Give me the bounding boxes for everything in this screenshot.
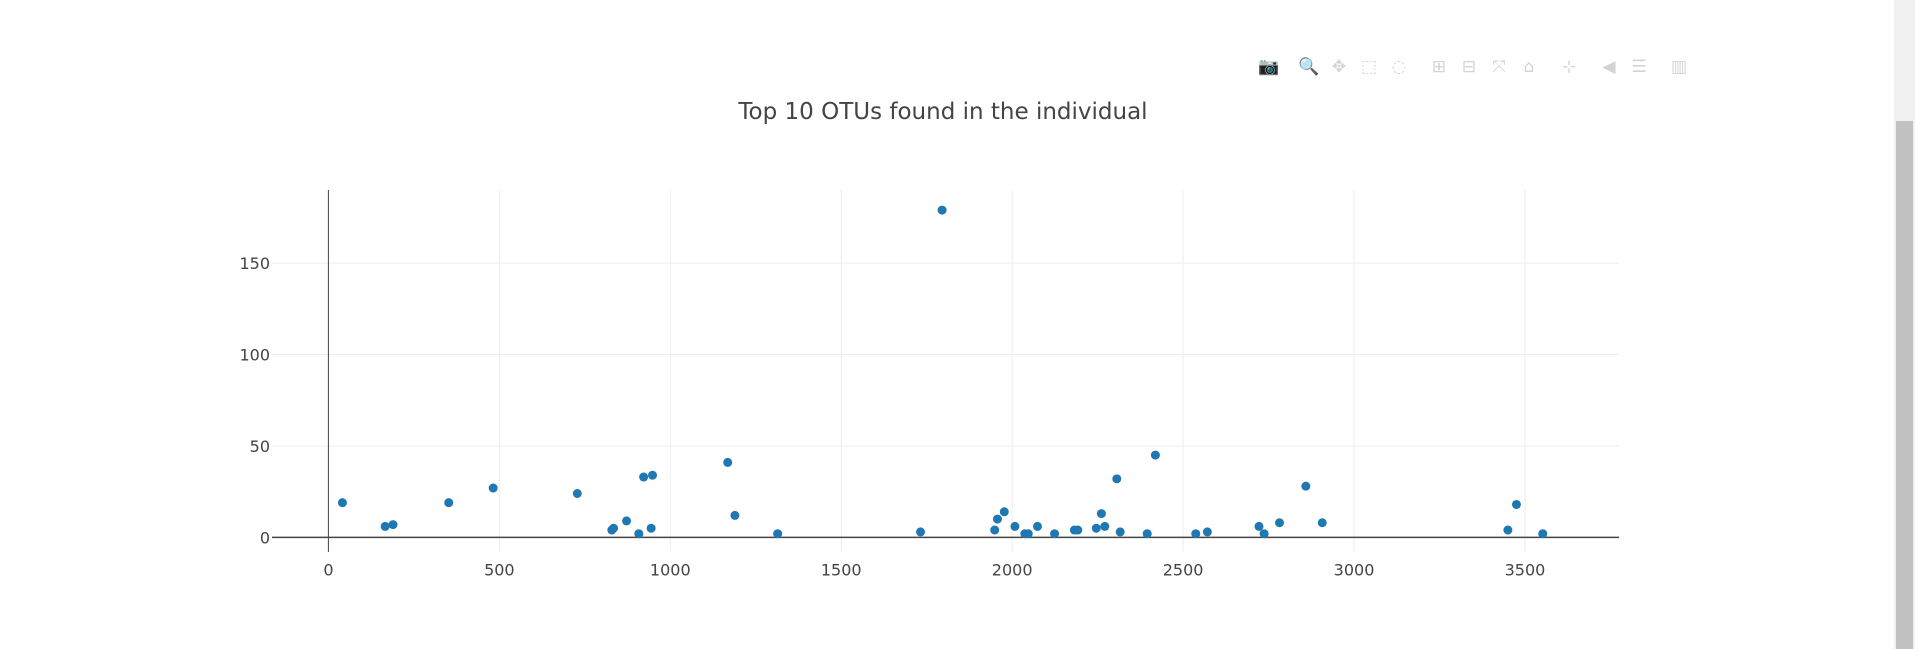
data-point[interactable]: [488, 483, 498, 493]
y-axis-ticks: 0 50 100 150: [239, 254, 270, 547]
plot-modebar: 📷 🔍 ✥ ⬚ ◌ ⊞ ⊟ ⤧ ⌂ ⊹ ◀ ☰ ▥: [1254, 52, 1704, 82]
x-tick-label: 2500: [1163, 560, 1204, 579]
x-tick-label: 500: [484, 560, 515, 579]
data-point[interactable]: [648, 470, 658, 480]
data-point[interactable]: [1538, 529, 1548, 539]
zoom-icon[interactable]: 🔍: [1298, 57, 1320, 77]
data-point[interactable]: [1010, 521, 1020, 531]
data-point[interactable]: [1091, 523, 1101, 533]
modebar-group: 📷: [1254, 52, 1284, 82]
data-point[interactable]: [773, 529, 783, 539]
home-icon[interactable]: ⌂: [1523, 57, 1535, 77]
data-point[interactable]: [723, 457, 733, 467]
data-point[interactable]: [1301, 481, 1311, 491]
scrollbar-thumb[interactable]: [1896, 121, 1913, 649]
data-point[interactable]: [730, 510, 740, 520]
data-points[interactable]: [337, 205, 1548, 539]
pan-icon[interactable]: ✥: [1331, 57, 1347, 77]
data-point[interactable]: [622, 516, 632, 526]
data-point[interactable]: [1259, 529, 1269, 539]
modebar-group: ⊹: [1554, 52, 1584, 82]
spike-lines-icon[interactable]: ⊹: [1561, 57, 1577, 77]
x-tick-label: 1500: [821, 560, 862, 579]
data-point[interactable]: [609, 523, 619, 533]
plotly-logo-icon[interactable]: ▥: [1670, 57, 1688, 77]
data-point[interactable]: [444, 498, 454, 508]
data-point[interactable]: [1317, 518, 1327, 528]
data-point[interactable]: [1100, 521, 1110, 531]
hover-compare-icon[interactable]: ☰: [1631, 57, 1647, 77]
data-point[interactable]: [1503, 525, 1513, 535]
data-point[interactable]: [380, 521, 390, 531]
vertical-scrollbar[interactable]: [1894, 0, 1915, 649]
x-tick-label: 1000: [650, 560, 691, 579]
y-tick-label: 150: [239, 254, 270, 273]
data-point[interactable]: [1254, 521, 1264, 531]
x-tick-label: 0: [323, 560, 333, 579]
autoscale-icon[interactable]: ⤧: [1492, 57, 1506, 77]
data-point[interactable]: [1115, 527, 1125, 537]
data-point[interactable]: [1511, 499, 1521, 509]
data-point[interactable]: [1202, 527, 1212, 537]
x-tick-label: 3000: [1334, 560, 1375, 579]
lasso-select-icon[interactable]: ◌: [1391, 57, 1407, 77]
axes: [272, 190, 1619, 552]
chart-title: Top 10 OTUs found in the individual: [737, 99, 1147, 125]
data-point[interactable]: [634, 529, 644, 539]
box-select-icon[interactable]: ⬚: [1360, 57, 1378, 77]
data-point[interactable]: [1073, 525, 1083, 535]
x-axis-ticks: 0 500 1000 1500 2000 2500 3000 3500: [323, 560, 1545, 579]
data-point[interactable]: [916, 527, 926, 537]
modebar-group: 🔍 ✥ ⬚ ◌: [1294, 52, 1414, 82]
data-point[interactable]: [388, 520, 398, 530]
zoom-out-icon[interactable]: ⊟: [1461, 57, 1477, 77]
data-point[interactable]: [1096, 509, 1106, 519]
data-point[interactable]: [992, 514, 1002, 524]
data-point[interactable]: [1023, 529, 1033, 539]
data-point[interactable]: [1142, 529, 1152, 539]
data-point[interactable]: [1050, 529, 1060, 539]
data-point[interactable]: [646, 523, 656, 533]
y-tick-label: 50: [250, 437, 270, 456]
data-point[interactable]: [1112, 474, 1122, 484]
y-tick-label: 0: [260, 528, 270, 547]
y-tick-label: 100: [239, 346, 270, 365]
hover-closest-icon[interactable]: ◀: [1602, 57, 1616, 77]
data-point[interactable]: [999, 507, 1009, 517]
modebar-group: ▥: [1664, 52, 1694, 82]
data-point[interactable]: [1275, 518, 1285, 528]
data-point[interactable]: [990, 525, 1000, 535]
camera-icon[interactable]: 📷: [1258, 57, 1280, 77]
data-point[interactable]: [572, 488, 582, 498]
data-point[interactable]: [1150, 450, 1160, 460]
x-tick-label: 2000: [992, 560, 1033, 579]
data-point[interactable]: [337, 498, 347, 508]
modebar-group: ⊞ ⊟ ⤧ ⌂: [1424, 52, 1544, 82]
x-tick-label: 3500: [1505, 560, 1546, 579]
grid-lines: [272, 190, 1619, 552]
data-point[interactable]: [1191, 529, 1201, 539]
data-point[interactable]: [1032, 521, 1042, 531]
data-point[interactable]: [639, 472, 649, 482]
zoom-in-icon[interactable]: ⊞: [1431, 57, 1447, 77]
data-point[interactable]: [937, 205, 947, 215]
modebar-group: ◀ ☰: [1594, 52, 1654, 82]
